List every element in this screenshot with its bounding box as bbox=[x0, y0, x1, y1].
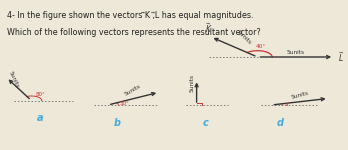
Text: Which of the following vectors represents the resultant vector?: Which of the following vectors represent… bbox=[7, 28, 261, 38]
Text: $\vec{K}$: $\vec{K}$ bbox=[205, 21, 213, 35]
Text: 30°: 30° bbox=[119, 101, 129, 106]
Text: 40°: 40° bbox=[256, 44, 266, 49]
Text: a°: a° bbox=[285, 102, 291, 106]
Text: 80°: 80° bbox=[35, 92, 45, 97]
Text: 5units: 5units bbox=[291, 90, 309, 100]
Text: b: b bbox=[113, 118, 120, 128]
Text: 5units: 5units bbox=[236, 29, 252, 45]
Text: 5units: 5units bbox=[287, 50, 305, 55]
Text: a: a bbox=[37, 113, 44, 123]
Text: 5units: 5units bbox=[190, 74, 195, 92]
Text: 5units: 5units bbox=[8, 71, 20, 89]
Text: $\vec{L}$: $\vec{L}$ bbox=[338, 50, 345, 64]
Text: 4- In the figure shown the vectors ⃗K ,⃗L has equal magnitudes.: 4- In the figure shown the vectors ⃗K ,⃗… bbox=[7, 11, 253, 20]
Text: 5units: 5units bbox=[123, 83, 141, 97]
Text: d: d bbox=[277, 118, 284, 128]
Text: c: c bbox=[203, 118, 208, 128]
